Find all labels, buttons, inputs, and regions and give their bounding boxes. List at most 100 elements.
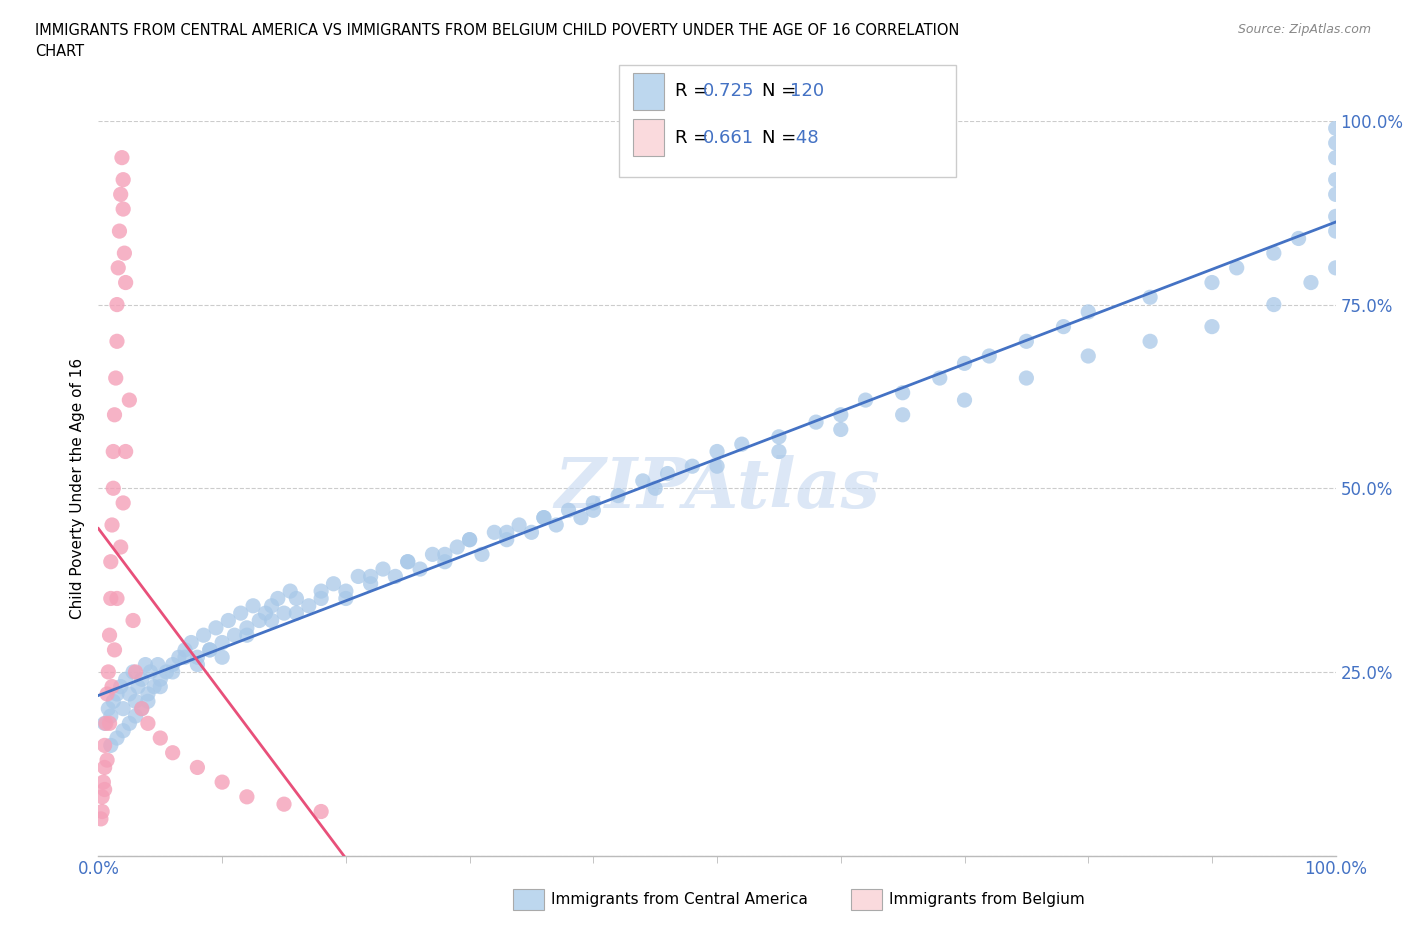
- Point: [433, 547, 456, 562]
- Point: [855, 392, 877, 407]
- Point: [149, 679, 172, 694]
- Point: [118, 716, 141, 731]
- Point: [309, 584, 332, 599]
- Point: [1015, 370, 1038, 385]
- Point: [1324, 260, 1347, 275]
- Point: [546, 517, 568, 532]
- Point: [706, 458, 728, 473]
- Point: [96, 686, 118, 701]
- Point: [433, 554, 456, 569]
- Point: [229, 605, 252, 620]
- Point: [953, 392, 976, 407]
- Text: 48: 48: [790, 128, 818, 147]
- Point: [830, 407, 852, 422]
- Point: [104, 370, 127, 385]
- Point: [118, 686, 141, 701]
- Point: [112, 172, 135, 187]
- Point: [458, 532, 481, 547]
- Point: [1324, 136, 1347, 151]
- Point: [371, 562, 394, 577]
- Point: [193, 628, 215, 643]
- Text: 0.725: 0.725: [703, 82, 755, 100]
- Text: ZIPAtlas: ZIPAtlas: [554, 455, 880, 522]
- Point: [495, 532, 517, 547]
- Point: [1324, 187, 1347, 202]
- Point: [186, 658, 208, 672]
- Point: [100, 591, 122, 606]
- Point: [360, 569, 382, 584]
- Point: [396, 554, 419, 569]
- Point: [162, 664, 184, 679]
- Point: [211, 775, 233, 790]
- Point: [1324, 121, 1347, 136]
- Point: [112, 202, 135, 217]
- Point: [101, 679, 124, 694]
- Point: [100, 738, 122, 753]
- Point: [706, 445, 728, 459]
- Point: [114, 671, 136, 686]
- Point: [93, 738, 115, 753]
- Point: [162, 745, 184, 760]
- Point: [422, 547, 444, 562]
- Point: [273, 797, 295, 812]
- Point: [91, 804, 114, 819]
- Point: [804, 415, 827, 430]
- Point: [94, 716, 117, 731]
- Text: 0.661: 0.661: [703, 128, 754, 147]
- Point: [131, 701, 153, 716]
- Point: [446, 539, 468, 554]
- Text: Immigrants from Central America: Immigrants from Central America: [551, 892, 808, 907]
- Point: [1324, 172, 1347, 187]
- Point: [105, 334, 128, 349]
- Point: [681, 458, 703, 473]
- Point: [136, 716, 159, 731]
- Point: [103, 481, 125, 496]
- Point: [285, 591, 308, 606]
- Point: [114, 445, 136, 459]
- Point: [384, 569, 406, 584]
- Point: [236, 620, 259, 635]
- Point: [508, 517, 530, 532]
- Point: [105, 731, 128, 746]
- Point: [93, 775, 115, 790]
- Point: [127, 679, 149, 694]
- Point: [582, 503, 605, 518]
- Point: [90, 811, 112, 827]
- Point: [1052, 319, 1074, 334]
- Point: [260, 598, 283, 613]
- Point: [93, 760, 115, 775]
- Point: [112, 246, 135, 260]
- Point: [236, 628, 259, 643]
- Point: [98, 628, 121, 643]
- Point: [335, 584, 357, 599]
- Point: [105, 686, 128, 701]
- Point: [582, 496, 605, 511]
- Point: [260, 613, 283, 628]
- Point: [335, 591, 357, 606]
- Point: [309, 591, 332, 606]
- Point: [103, 694, 125, 709]
- Point: [273, 605, 295, 620]
- Point: [298, 598, 321, 613]
- Point: [768, 430, 790, 445]
- Point: [98, 716, 121, 731]
- Point: [657, 466, 679, 481]
- Point: [149, 671, 172, 686]
- Point: [131, 671, 153, 686]
- Point: [100, 709, 122, 724]
- Point: [110, 539, 132, 554]
- Point: [180, 635, 202, 650]
- Point: [1077, 304, 1099, 319]
- Point: [105, 298, 128, 312]
- Point: [891, 407, 914, 422]
- Point: [112, 701, 135, 716]
- Point: [360, 577, 382, 591]
- Point: [484, 525, 506, 539]
- Text: Immigrants from Belgium: Immigrants from Belgium: [889, 892, 1084, 907]
- Point: [110, 679, 132, 694]
- Point: [533, 511, 555, 525]
- Point: [103, 445, 125, 459]
- Point: [211, 635, 233, 650]
- Point: [569, 511, 592, 525]
- Point: [1226, 260, 1249, 275]
